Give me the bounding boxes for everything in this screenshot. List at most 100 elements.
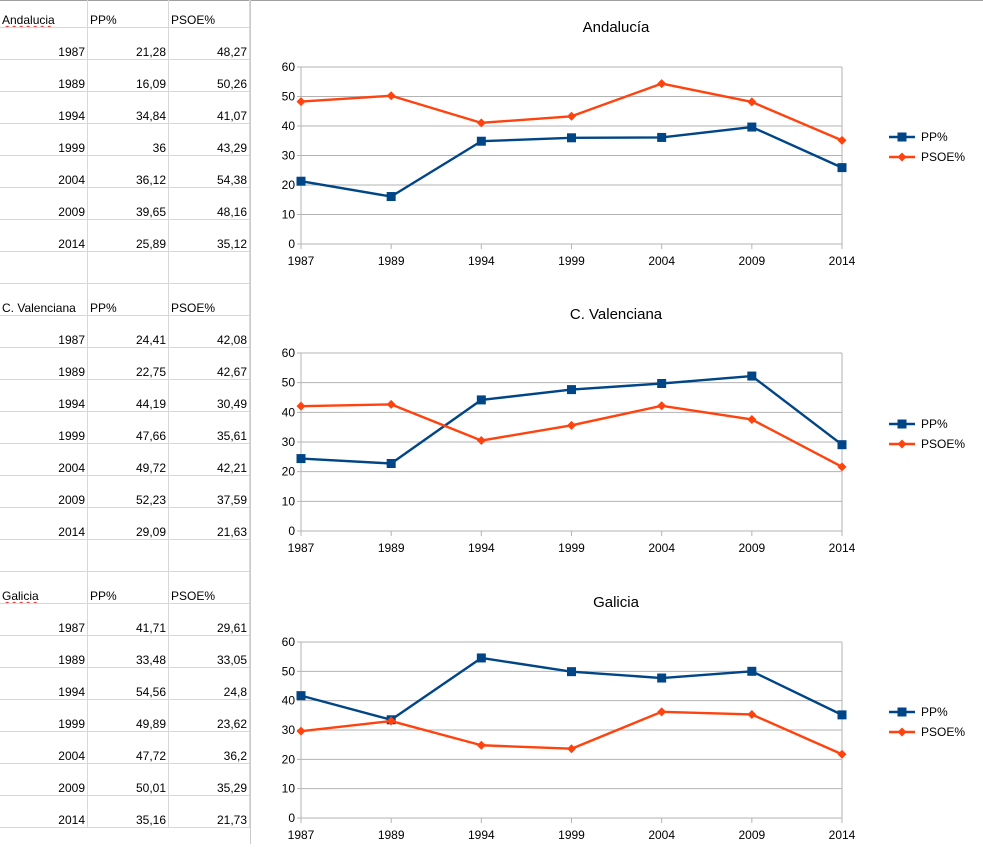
psoe-header-cell[interactable]: PSOE% — [169, 0, 250, 28]
psoe-value-cell[interactable]: 23,62 — [169, 700, 250, 732]
pp-value-cell[interactable]: 39,65 — [88, 188, 169, 220]
data-point-psoe[interactable] — [837, 749, 847, 759]
psoe-value-cell[interactable]: 43,29 — [169, 124, 250, 156]
year-cell[interactable]: 2014 — [0, 796, 88, 828]
year-cell[interactable]: 2009 — [0, 188, 88, 220]
region-header-cell[interactable]: C. Valenciana — [0, 284, 88, 316]
data-point-pp[interactable] — [747, 122, 757, 132]
year-cell[interactable]: 1989 — [0, 60, 88, 92]
pp-value-cell[interactable]: 34,84 — [88, 92, 169, 124]
data-point-psoe[interactable] — [657, 79, 667, 89]
data-point-psoe[interactable] — [657, 707, 667, 717]
year-cell[interactable]: 1999 — [0, 412, 88, 444]
year-cell[interactable]: 1987 — [0, 28, 88, 60]
data-point-psoe[interactable] — [476, 118, 486, 128]
data-point-pp[interactable] — [567, 385, 576, 395]
region-header-cell[interactable]: Andalucia — [0, 0, 88, 28]
psoe-value-cell[interactable]: 50,26 — [169, 60, 250, 92]
psoe-value-cell[interactable]: 36,2 — [169, 732, 250, 764]
year-cell[interactable]: 1989 — [0, 636, 88, 668]
psoe-value-cell[interactable]: 48,27 — [169, 28, 250, 60]
data-point-psoe[interactable] — [747, 709, 757, 719]
year-cell[interactable]: 1994 — [0, 92, 88, 124]
pp-value-cell[interactable]: 49,89 — [88, 700, 169, 732]
pp-value-cell[interactable]: 54,56 — [88, 668, 169, 700]
data-point-psoe[interactable] — [567, 111, 576, 121]
data-point-pp[interactable] — [837, 710, 847, 720]
pp-value-cell[interactable]: 49,72 — [88, 444, 169, 476]
pp-value-cell[interactable]: 16,09 — [88, 60, 169, 92]
year-cell[interactable]: 2014 — [0, 220, 88, 252]
data-point-psoe[interactable] — [296, 401, 306, 411]
data-point-pp[interactable] — [657, 378, 667, 388]
data-point-psoe[interactable] — [476, 436, 486, 446]
year-cell[interactable]: 2004 — [0, 156, 88, 188]
data-point-psoe[interactable] — [747, 414, 757, 424]
psoe-value-cell[interactable]: 35,29 — [169, 764, 250, 796]
pp-value-cell[interactable]: 36 — [88, 124, 169, 156]
data-point-psoe[interactable] — [386, 399, 396, 409]
pp-header-cell[interactable]: PP% — [88, 572, 169, 604]
data-point-psoe[interactable] — [747, 97, 757, 107]
year-cell[interactable]: 2014 — [0, 508, 88, 540]
data-point-psoe[interactable] — [567, 744, 576, 754]
pp-value-cell[interactable]: 47,66 — [88, 412, 169, 444]
data-point-psoe[interactable] — [296, 97, 306, 107]
year-cell[interactable]: 1987 — [0, 604, 88, 636]
data-point-pp[interactable] — [837, 163, 847, 173]
data-point-psoe[interactable] — [837, 135, 847, 145]
data-point-pp[interactable] — [476, 136, 486, 146]
pp-value-cell[interactable]: 29,09 — [88, 508, 169, 540]
pp-value-cell[interactable]: 44,19 — [88, 380, 169, 412]
pp-value-cell[interactable]: 50,01 — [88, 764, 169, 796]
data-point-psoe[interactable] — [386, 716, 396, 726]
psoe-value-cell[interactable]: 24,8 — [169, 668, 250, 700]
empty-cell[interactable] — [0, 252, 88, 284]
year-cell[interactable]: 2004 — [0, 732, 88, 764]
data-point-pp[interactable] — [747, 666, 757, 676]
line-chart-2[interactable]: Galicia 0 10 20 30 40 50 60 1987 1989 1994 1999 2004… — [251, 575, 983, 862]
year-cell[interactable]: 1999 — [0, 124, 88, 156]
year-cell[interactable]: 1987 — [0, 316, 88, 348]
psoe-value-cell[interactable]: 37,59 — [169, 476, 250, 508]
data-point-pp[interactable] — [837, 440, 847, 450]
data-point-pp[interactable] — [567, 133, 576, 143]
pp-value-cell[interactable]: 22,75 — [88, 348, 169, 380]
data-point-pp[interactable] — [476, 395, 486, 405]
pp-header-cell[interactable]: PP% — [88, 0, 169, 28]
year-cell[interactable]: 1994 — [0, 380, 88, 412]
data-point-pp[interactable] — [296, 176, 306, 186]
data-point-pp[interactable] — [386, 192, 396, 202]
year-cell[interactable]: 2009 — [0, 476, 88, 508]
pp-header-cell[interactable]: PP% — [88, 284, 169, 316]
psoe-value-cell[interactable]: 30,49 — [169, 380, 250, 412]
data-point-psoe[interactable] — [476, 740, 486, 750]
empty-cell[interactable] — [88, 252, 169, 284]
psoe-value-cell[interactable]: 21,73 — [169, 796, 250, 828]
year-cell[interactable]: 2004 — [0, 444, 88, 476]
line-chart-1[interactable]: C. Valenciana 0 10 20 30 40 50 60 1987 1989 1994 19… — [251, 287, 983, 574]
data-point-psoe[interactable] — [837, 462, 847, 472]
pp-value-cell[interactable]: 41,71 — [88, 604, 169, 636]
year-cell[interactable]: 1989 — [0, 348, 88, 380]
empty-cell[interactable] — [0, 540, 88, 572]
data-point-pp[interactable] — [386, 459, 396, 469]
psoe-value-cell[interactable]: 35,61 — [169, 412, 250, 444]
pp-value-cell[interactable]: 24,41 — [88, 316, 169, 348]
data-point-pp[interactable] — [296, 454, 306, 464]
spreadsheet-grid[interactable]: Andalucia PP% PSOE% 1987 21,28 48,27 1989 16,09… — [0, 0, 251, 844]
pp-value-cell[interactable]: 52,23 — [88, 476, 169, 508]
empty-cell[interactable] — [169, 540, 250, 572]
psoe-value-cell[interactable]: 42,21 — [169, 444, 250, 476]
empty-cell[interactable] — [88, 540, 169, 572]
pp-value-cell[interactable]: 33,48 — [88, 636, 169, 668]
data-point-pp[interactable] — [476, 653, 486, 663]
year-cell[interactable]: 1994 — [0, 668, 88, 700]
pp-value-cell[interactable]: 25,89 — [88, 220, 169, 252]
data-point-pp[interactable] — [747, 371, 757, 381]
year-cell[interactable]: 1999 — [0, 700, 88, 732]
data-point-psoe[interactable] — [657, 401, 667, 411]
empty-cell[interactable] — [169, 252, 250, 284]
data-point-pp[interactable] — [657, 673, 667, 683]
psoe-value-cell[interactable]: 33,05 — [169, 636, 250, 668]
